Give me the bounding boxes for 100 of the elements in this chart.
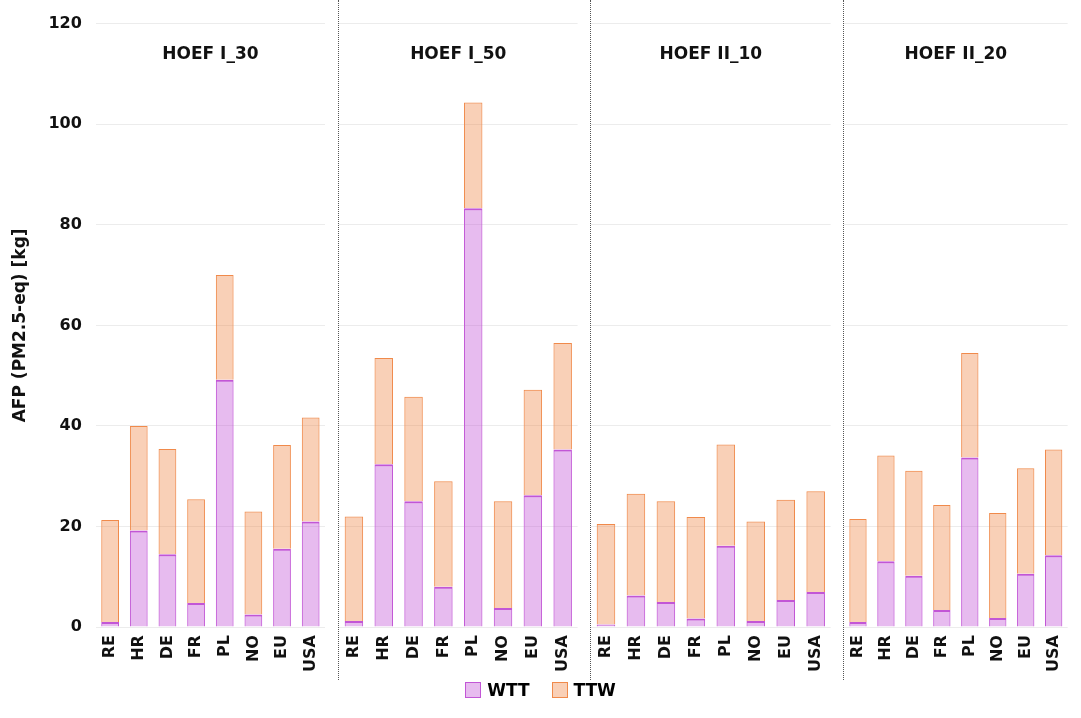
- bar: [626, 595, 646, 627]
- bar: [301, 417, 320, 522]
- bar: [905, 470, 923, 576]
- y-tick-label: 20: [59, 515, 82, 535]
- x-tick-label: PL: [714, 635, 734, 658]
- bar: [434, 586, 453, 627]
- bar: [244, 511, 263, 615]
- bar: [187, 499, 205, 603]
- bar: [716, 444, 736, 546]
- text: HOEF II_10: [659, 43, 763, 64]
- bar: [374, 358, 393, 465]
- bar: [1017, 468, 1035, 574]
- bar: [553, 342, 572, 450]
- bar: [523, 495, 543, 627]
- x-tick-label: DE: [402, 635, 422, 660]
- x-tick-label: RE: [847, 635, 867, 659]
- x-tick-label: PL: [462, 635, 482, 658]
- bar: [686, 516, 706, 619]
- bar: [187, 602, 205, 627]
- legend-label: WTT: [487, 680, 530, 700]
- bar: [463, 102, 483, 209]
- bar: [215, 275, 234, 380]
- x-tick-label: FR: [185, 635, 205, 659]
- bar: [1045, 449, 1063, 556]
- bar: [553, 449, 572, 627]
- bar: [435, 482, 452, 587]
- bar: [878, 456, 894, 562]
- x-tick-label: EU: [1014, 635, 1034, 660]
- bar: [344, 516, 364, 622]
- bar: [596, 524, 616, 625]
- x-tick-label: RE: [595, 635, 615, 659]
- bar: [129, 425, 148, 531]
- bar: [1017, 573, 1035, 627]
- x-tick-label: DE: [655, 635, 675, 660]
- bar: [877, 561, 895, 627]
- bar: [129, 530, 148, 627]
- x-tick-label: DE: [156, 635, 176, 660]
- x-tick-label: FR: [432, 635, 452, 659]
- bar: [101, 519, 120, 623]
- y-tick-label: 80: [59, 213, 82, 233]
- bar: [494, 502, 512, 608]
- bar: [716, 545, 736, 627]
- text: HOEF I_50: [410, 43, 507, 64]
- bar: [158, 554, 177, 627]
- y-tick-label: 40: [59, 415, 82, 435]
- x-tick-label: FR: [931, 635, 950, 659]
- bar: [463, 208, 483, 627]
- x-tick-label: USA: [551, 634, 571, 673]
- x-tick-label: HR: [875, 635, 895, 661]
- bar: [933, 504, 951, 610]
- bar: [849, 518, 867, 623]
- x-tick-label: HR: [625, 635, 645, 661]
- x-tick-label: RE: [99, 635, 119, 659]
- x-tick-label: NO: [492, 635, 512, 663]
- x-tick-label: EU: [522, 635, 542, 660]
- bar: [961, 457, 979, 627]
- y-tick-label: 120: [48, 12, 82, 32]
- x-tick-label: FR: [685, 635, 704, 659]
- text: HOEF I_30: [162, 43, 259, 64]
- x-tick-label: USA: [804, 634, 824, 673]
- x-tick-label: NO: [986, 635, 1006, 663]
- x-tick-label: DE: [903, 635, 923, 660]
- bar: [776, 499, 796, 600]
- y-tick-label: 60: [59, 314, 82, 334]
- y-axis-title: AFP (PM2.5-eq) [kg]: [8, 228, 29, 423]
- x-tick-label: RE: [343, 635, 363, 659]
- bar: [1045, 555, 1063, 627]
- bar: [989, 512, 1007, 619]
- bar: [273, 445, 291, 549]
- bar: [806, 591, 825, 627]
- bar: [405, 397, 422, 502]
- x-tick-label: NO: [242, 635, 262, 663]
- bar: [746, 521, 766, 622]
- x-tick-label: HR: [372, 635, 392, 661]
- bar: [776, 599, 796, 627]
- y-tick-label: 0: [70, 616, 82, 636]
- text: HOEF II_20: [904, 43, 1008, 64]
- x-tick-label: USA: [299, 634, 319, 673]
- bar: [374, 464, 393, 627]
- bar: [626, 493, 646, 596]
- x-tick-label: EU: [271, 635, 291, 660]
- y-tick-label: 100: [48, 113, 82, 133]
- bar: [158, 449, 177, 555]
- x-tick-label: USA: [1042, 634, 1062, 673]
- bar: [301, 521, 320, 627]
- x-tick-label: EU: [774, 635, 794, 660]
- legend-label: TTW: [573, 680, 616, 700]
- bar: [273, 548, 291, 627]
- bar: [806, 491, 825, 592]
- bar: [404, 501, 423, 627]
- bar: [989, 618, 1007, 627]
- bar: [961, 353, 979, 458]
- x-tick-label: NO: [744, 635, 764, 663]
- bar: [656, 601, 676, 627]
- x-tick-label: HR: [127, 635, 147, 661]
- bar: [523, 389, 543, 496]
- x-tick-label: PL: [958, 635, 978, 658]
- bar: [656, 501, 676, 602]
- bar: [905, 575, 923, 627]
- x-tick-label: PL: [213, 635, 233, 658]
